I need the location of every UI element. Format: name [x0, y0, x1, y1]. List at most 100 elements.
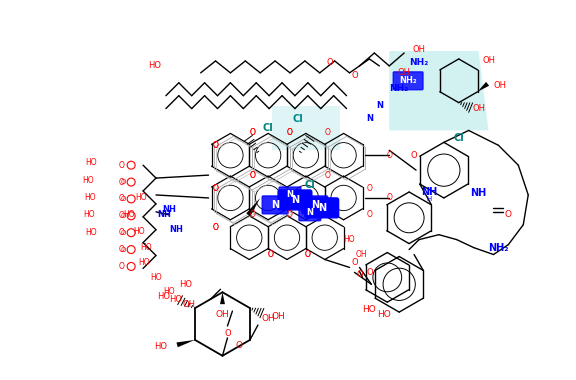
Text: O: O: [366, 184, 372, 193]
Text: HO: HO: [138, 258, 150, 267]
Text: H: H: [426, 196, 431, 202]
Text: O: O: [224, 329, 231, 339]
Text: O: O: [249, 128, 255, 137]
Text: N: N: [318, 203, 326, 213]
Text: O: O: [305, 250, 311, 259]
Text: O: O: [327, 59, 333, 67]
Text: N: N: [291, 195, 299, 205]
Text: HO: HO: [82, 176, 93, 185]
Text: OH: OH: [272, 312, 286, 321]
Text: HO: HO: [85, 228, 96, 237]
Text: O: O: [236, 341, 242, 350]
FancyBboxPatch shape: [279, 187, 301, 203]
Text: NH₂: NH₂: [399, 76, 417, 85]
Text: OH: OH: [182, 300, 195, 309]
Text: HO: HO: [133, 227, 145, 236]
FancyBboxPatch shape: [305, 198, 339, 218]
Text: O: O: [366, 210, 372, 219]
Text: O: O: [287, 128, 293, 137]
Polygon shape: [389, 51, 488, 130]
FancyBboxPatch shape: [299, 205, 321, 221]
Text: O: O: [213, 184, 218, 193]
Text: O: O: [325, 171, 331, 180]
Text: O: O: [118, 161, 124, 170]
Text: N: N: [286, 190, 294, 200]
Text: O: O: [351, 71, 358, 80]
Text: O: O: [118, 262, 124, 271]
Text: O: O: [249, 128, 255, 137]
Text: Cl: Cl: [263, 124, 274, 133]
Text: OH: OH: [482, 57, 495, 65]
Text: O: O: [118, 245, 124, 254]
Text: O: O: [118, 211, 124, 220]
Text: O: O: [213, 141, 218, 150]
Text: NH: NH: [169, 225, 183, 234]
Text: O: O: [356, 270, 363, 279]
Text: O: O: [287, 128, 293, 137]
Text: O: O: [287, 210, 293, 219]
Text: O: O: [351, 258, 358, 267]
Text: N: N: [306, 208, 313, 217]
Text: OH: OH: [262, 314, 276, 323]
Text: OH: OH: [412, 44, 426, 54]
Text: NH: NH: [157, 210, 171, 219]
Text: N: N: [310, 200, 319, 210]
Text: O: O: [213, 141, 218, 150]
Text: O: O: [118, 195, 124, 203]
FancyBboxPatch shape: [393, 72, 423, 90]
Text: N: N: [404, 76, 411, 85]
Text: HO: HO: [154, 342, 167, 352]
FancyBboxPatch shape: [262, 196, 288, 214]
Text: O: O: [120, 196, 126, 202]
Text: O: O: [213, 223, 218, 232]
Text: HO: HO: [84, 193, 96, 203]
Text: HO: HO: [362, 305, 376, 313]
Text: Cl: Cl: [293, 114, 304, 124]
Text: Cl: Cl: [453, 133, 464, 143]
Text: Cl: Cl: [305, 180, 315, 190]
Text: O: O: [120, 179, 126, 185]
Text: NH: NH: [162, 205, 176, 214]
Text: HO: HO: [163, 287, 175, 296]
Text: HO: HO: [135, 193, 147, 203]
Text: O: O: [213, 184, 218, 193]
Text: OH: OH: [472, 104, 485, 113]
Text: HO: HO: [150, 273, 162, 282]
Polygon shape: [176, 340, 195, 347]
Text: N: N: [366, 114, 373, 123]
Text: OH: OH: [355, 250, 367, 259]
Polygon shape: [298, 198, 312, 216]
Text: HO: HO: [377, 310, 391, 318]
FancyBboxPatch shape: [302, 196, 328, 214]
Text: O: O: [267, 250, 273, 259]
Text: NH: NH: [421, 187, 437, 197]
Text: O: O: [366, 268, 373, 277]
Text: HO: HO: [157, 292, 170, 301]
Text: NH₂: NH₂: [488, 242, 509, 253]
Text: O: O: [249, 210, 255, 219]
Text: N: N: [376, 101, 383, 110]
Text: O: O: [120, 230, 126, 236]
Text: HO: HO: [148, 62, 161, 70]
Text: O: O: [386, 151, 392, 160]
FancyBboxPatch shape: [278, 190, 312, 210]
Text: OH: OH: [397, 68, 411, 78]
Polygon shape: [220, 292, 225, 304]
Text: HO: HO: [85, 158, 96, 167]
Text: O: O: [213, 223, 218, 232]
Polygon shape: [247, 198, 260, 216]
Text: O: O: [505, 210, 512, 219]
Text: OH: OH: [494, 81, 506, 90]
Text: O: O: [118, 177, 124, 187]
Text: OH: OH: [215, 310, 229, 318]
Text: O: O: [249, 171, 255, 180]
Text: O: O: [386, 193, 392, 203]
Text: NH₂: NH₂: [389, 84, 409, 93]
Text: O: O: [325, 128, 331, 137]
Text: O: O: [120, 247, 126, 253]
Text: HO: HO: [83, 210, 94, 219]
Text: HO: HO: [140, 243, 152, 252]
Text: O: O: [118, 228, 124, 237]
Text: NH: NH: [471, 188, 487, 198]
Text: O: O: [411, 151, 418, 160]
